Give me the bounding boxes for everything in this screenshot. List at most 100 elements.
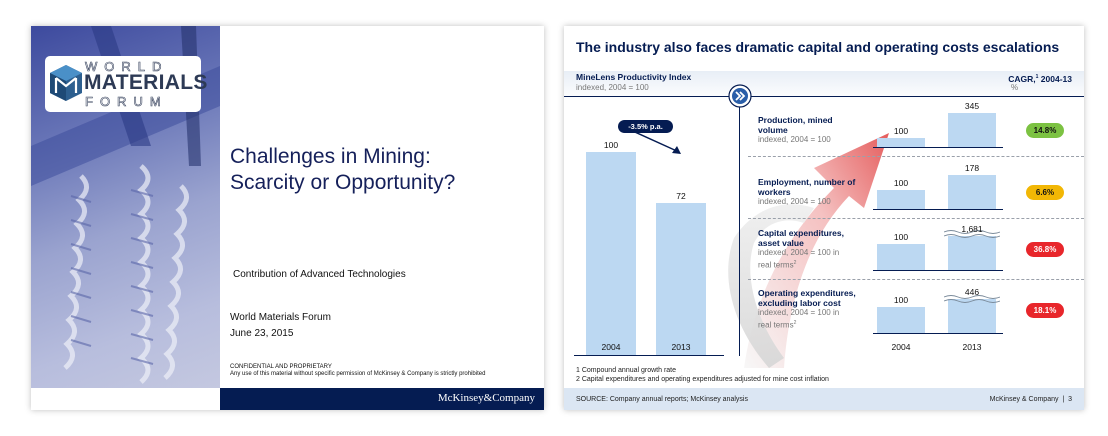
title-line-2: Scarcity or Opportunity? — [230, 171, 456, 194]
footer-separator: | — [1062, 396, 1065, 403]
mckinsey-logo: McKinsey&Company — [437, 392, 535, 404]
row-capex-footnote-ref: 2 — [793, 260, 797, 266]
footer-bar: McKinsey&Company — [220, 388, 544, 410]
capex-bar-2013 — [948, 236, 996, 270]
source-bar: SOURCE: Company annual reports; McKinsey… — [564, 388, 1084, 410]
row-capex-subtitle-1: indexed, 2004 = 100 in — [758, 248, 840, 257]
employment-cagr-badge: 6.6% — [1026, 185, 1064, 200]
production-value-2013: 345 — [964, 101, 980, 111]
employment-bar-2004 — [877, 190, 925, 209]
row-production-title-1: Production, mined — [758, 115, 833, 125]
row-capex-subtitle-2: real terms2 — [758, 258, 844, 271]
capex-axis — [873, 270, 1003, 271]
left-bar-2013 — [656, 203, 706, 355]
left-value-2004: 100 — [603, 140, 619, 150]
disclaimer-text: Any use of this material without specifi… — [230, 371, 486, 377]
mining-photo: WORLD MATERIALS FORUM — [31, 26, 220, 388]
right-label-2013: 2013 — [962, 342, 982, 352]
double-chevron-right-icon — [728, 84, 752, 108]
employment-value-2004: 100 — [893, 178, 909, 188]
opex-value-2004: 100 — [893, 295, 909, 305]
production-cagr-badge: 14.8% — [1026, 123, 1064, 138]
row-divider-2 — [748, 218, 1084, 219]
left-chart-title: MineLens Productivity Index — [576, 72, 692, 82]
opex-value-2013: 446 — [964, 287, 980, 297]
footnote-1: 1 Compound annual growth rate — [576, 367, 677, 374]
cagr-footnote-ref: 1 — [1035, 74, 1039, 80]
capex-axis-break-icon — [944, 230, 1000, 238]
row-production: Production, mined volume indexed, 2004 =… — [758, 115, 833, 145]
row-capex: Capital expenditures, asset value indexe… — [758, 228, 844, 271]
title-slide: WORLD MATERIALS FORUM Challenges in Mini… — [31, 26, 544, 410]
row-divider-1 — [748, 156, 1084, 157]
logo-word-forum: FORUM — [85, 94, 168, 110]
production-axis — [873, 147, 1003, 148]
capex-bar-2004 — [877, 244, 925, 270]
row-employment: Employment, number of workers indexed, 2… — [758, 177, 855, 207]
capex-value-2004: 100 — [893, 232, 909, 242]
opex-cagr-badge: 18.1% — [1026, 303, 1064, 318]
chart-slide: The industry also faces dramatic capital… — [564, 26, 1084, 410]
opex-bar-2004 — [877, 307, 925, 333]
left-chart-subtitle: indexed, 2004 = 100 — [576, 83, 649, 92]
cube-logo-icon — [50, 65, 82, 101]
header-rule — [564, 96, 1084, 97]
employment-value-2013: 178 — [964, 163, 980, 173]
left-value-2013: 72 — [676, 191, 686, 201]
row-employment-title-1: Employment, number of — [758, 177, 856, 187]
left-label-2004: 2004 — [601, 342, 621, 352]
section-divider — [739, 106, 740, 356]
cagr-years: 2004-13 — [1038, 73, 1072, 84]
row-production-title-2: volume — [758, 125, 788, 135]
left-label-2013: 2013 — [671, 342, 691, 352]
row-opex-subtitle-2: real terms2 — [758, 318, 856, 331]
footer-brand: McKinsey & Company — [989, 396, 1059, 403]
slide-title: Challenges in Mining: Scarcity or Opport… — [230, 144, 455, 196]
background-arrow-graphic — [728, 133, 889, 368]
row-capex-real-terms: real terms — [758, 260, 794, 270]
capex-cagr-badge: 36.8% — [1026, 242, 1064, 257]
confidentiality-notice: CONFIDENTIAL AND PROPRIETARY Any use of … — [230, 364, 485, 378]
row-opex: Operating expenditures, excluding labor … — [758, 288, 856, 331]
row-capex-title-2: asset value — [758, 238, 804, 248]
page-footer: McKinsey & Company | 3 — [990, 395, 1072, 404]
production-bar-2004 — [877, 138, 925, 147]
opex-bar-2013 — [948, 299, 996, 333]
logo-word-materials: MATERIALS — [84, 71, 208, 94]
row-opex-title-1: Operating expenditures, — [758, 288, 856, 298]
row-employment-subtitle: indexed, 2004 = 100 — [758, 197, 831, 206]
employment-axis — [873, 209, 1003, 210]
source-text: SOURCE: Company annual reports; McKinsey… — [576, 396, 748, 403]
row-opex-subtitle-1: indexed, 2004 = 100 in — [758, 308, 840, 317]
slide-subtitle: Contribution of Advanced Technologies — [233, 269, 406, 280]
opex-axis-break-icon — [944, 295, 1000, 303]
title-line-1: Challenges in Mining: — [230, 145, 431, 168]
production-value-2004: 100 — [893, 126, 909, 136]
slide-headline: The industry also faces dramatic capital… — [576, 39, 1060, 55]
row-opex-footnote-ref: 2 — [793, 320, 797, 326]
right-label-2004: 2004 — [891, 342, 911, 352]
opex-axis — [873, 333, 1003, 334]
left-bar-2004 — [586, 152, 636, 355]
logo-word-world: WORLD — [85, 59, 169, 75]
row-opex-real-terms: real terms — [758, 320, 794, 330]
row-production-subtitle: indexed, 2004 = 100 — [758, 135, 831, 144]
production-bar-2013 — [948, 113, 996, 147]
event-info: World Materials Forum June 23, 2015 — [230, 310, 331, 342]
row-divider-3 — [748, 279, 1084, 280]
confidential-label: CONFIDENTIAL AND PROPRIETARY — [230, 364, 332, 370]
row-capex-title-1: Capital expenditures, — [758, 228, 844, 238]
employment-bar-2013 — [948, 175, 996, 209]
row-opex-title-2: excluding labor cost — [758, 298, 841, 308]
left-axis — [574, 355, 724, 356]
cagr-title: CAGR, — [1008, 73, 1036, 84]
cagr-header: CAGR,1 2004-13 — [1008, 72, 1072, 84]
world-materials-forum-logo: WORLD MATERIALS FORUM — [45, 56, 207, 112]
cagr-unit: % — [1011, 83, 1019, 92]
footnote-2: 2 Capital expenditures and operating exp… — [576, 376, 829, 383]
row-employment-title-2: workers — [758, 187, 791, 197]
event-name: World Materials Forum — [230, 312, 331, 323]
decline-label: -3.5% p.a. — [618, 120, 673, 133]
page-number: 3 — [1068, 396, 1072, 403]
event-date: June 23, 2015 — [230, 328, 294, 339]
